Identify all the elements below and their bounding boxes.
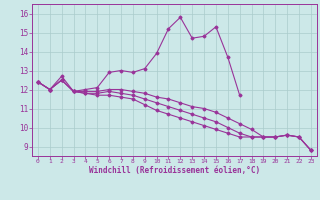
X-axis label: Windchill (Refroidissement éolien,°C): Windchill (Refroidissement éolien,°C) (89, 166, 260, 175)
